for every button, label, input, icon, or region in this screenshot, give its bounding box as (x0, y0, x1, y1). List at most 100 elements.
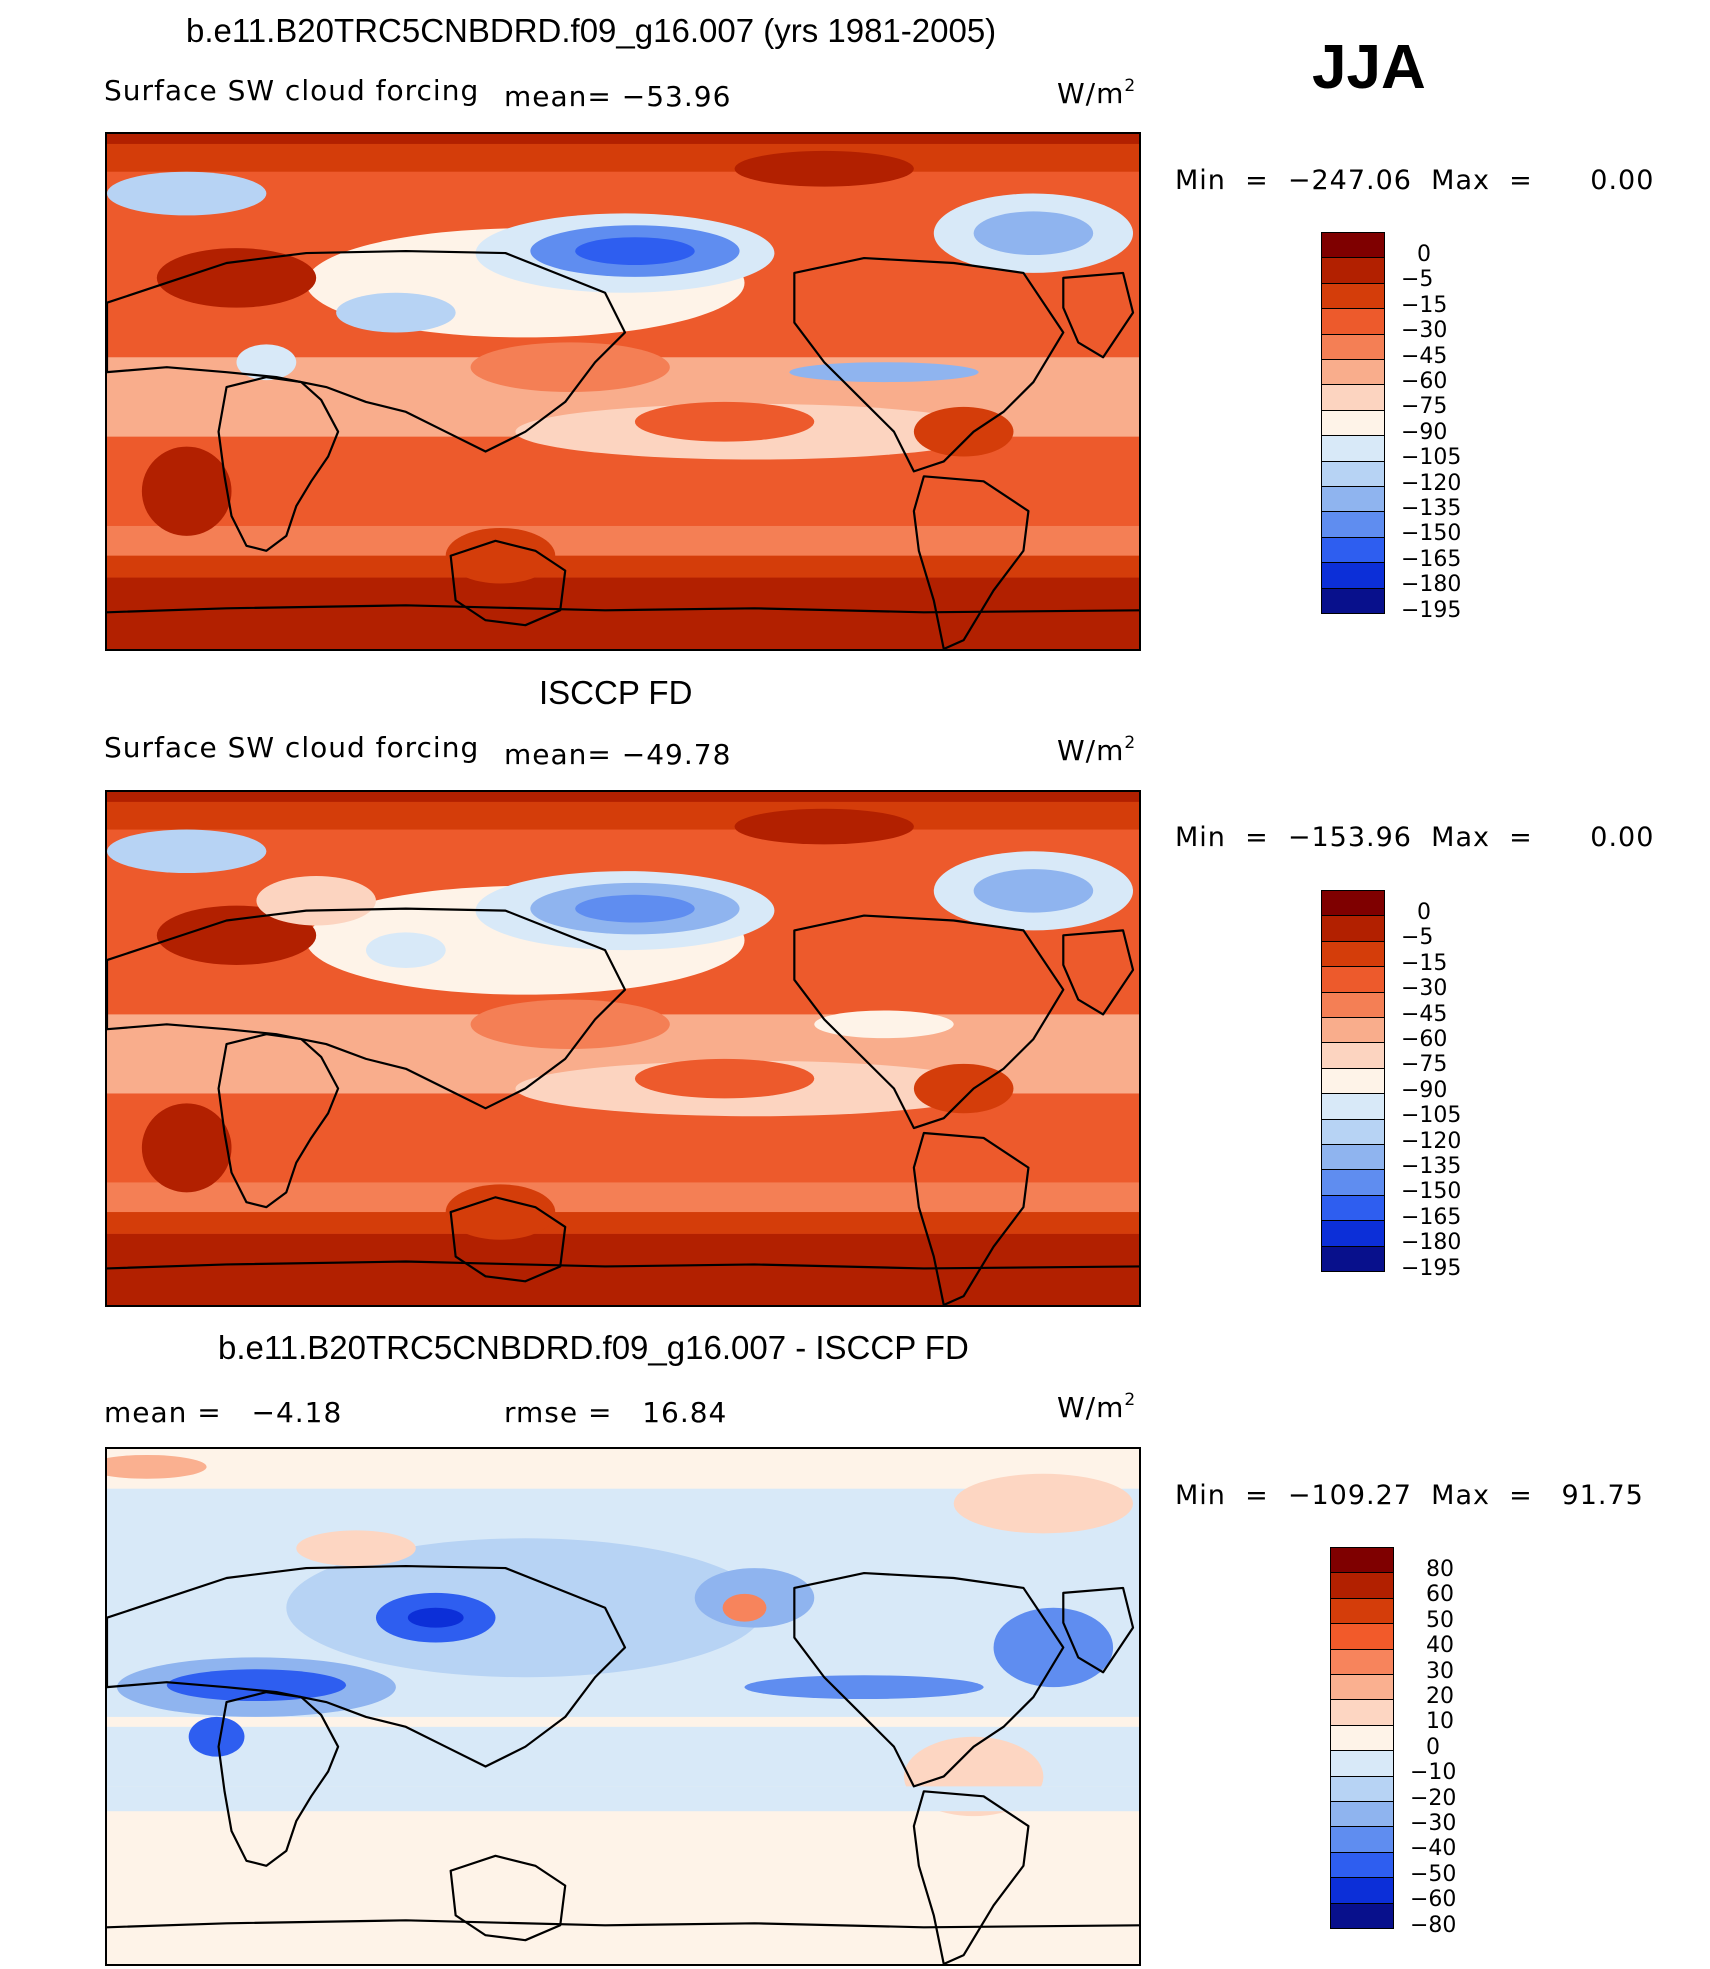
colorbar-label: −195 (1401, 597, 1462, 623)
contour-region (993, 1607, 1114, 1688)
contour-region (734, 808, 914, 845)
colorbar-box (1321, 460, 1385, 488)
panel-2-variable-label: Surface SW cloud forcing (104, 731, 480, 764)
colorbar-label: −75 (1401, 1052, 1448, 1078)
colorbar-box (1321, 232, 1385, 259)
contour-region (188, 1716, 245, 1757)
colorbar-label: −5 (1401, 267, 1434, 293)
colorbar-box (1321, 1144, 1385, 1171)
colorbar-box (1330, 1775, 1394, 1803)
colorbar-box (1321, 1093, 1385, 1121)
contour-region (107, 1182, 1139, 1213)
contour-region (789, 362, 979, 383)
contour-region (107, 577, 1139, 649)
panel-3-map (105, 1447, 1141, 1966)
colorbar-label: −15 (1401, 292, 1448, 318)
panel-2-units: W/m2 (1057, 733, 1137, 767)
colorbar-label: −20 (1410, 1785, 1457, 1811)
panel-3-rmse-label: rmse = (504, 1396, 613, 1429)
colorbar-box (1330, 1902, 1394, 1930)
colorbar-label: 50 (1426, 1607, 1454, 1633)
coastline (107, 907, 627, 1110)
colorbar-box (1321, 1169, 1385, 1197)
coastline (793, 914, 1065, 1130)
colorbar-box (1330, 1572, 1394, 1600)
coastline (793, 1571, 1065, 1788)
colorbar-label: 40 (1426, 1633, 1454, 1659)
colorbar-box (1330, 1648, 1394, 1676)
colorbar-box (1321, 966, 1385, 994)
colorbar-label: −60 (1401, 1027, 1448, 1052)
colorbar-label: −150 (1401, 521, 1462, 547)
contour-region (953, 1473, 1134, 1534)
coastline (217, 376, 340, 552)
colorbar-label: 10 (1426, 1709, 1454, 1735)
coastline (107, 1919, 1139, 1929)
panel-2-mean-value: −49.78 (621, 738, 732, 771)
coastline (912, 1790, 1030, 1964)
colorbar-box (1321, 257, 1385, 285)
coastline (912, 1131, 1030, 1305)
map-svg (107, 1449, 1139, 1964)
colorbar-label: −180 (1401, 1230, 1462, 1256)
colorbar-label: −80 (1410, 1912, 1457, 1938)
colorbar-label: 80 (1426, 1557, 1454, 1582)
colorbar-box (1321, 1118, 1385, 1146)
colorbar-label: −45 (1401, 1001, 1448, 1027)
colorbar-label: −10 (1410, 1760, 1457, 1786)
colorbar-label: −60 (1401, 369, 1448, 394)
panel-3-mean-value: −4.18 (251, 1396, 343, 1429)
contour-region (107, 555, 1139, 578)
colorbar-label: −40 (1410, 1836, 1457, 1862)
contour-region (814, 1010, 954, 1039)
panel-3-rmse: rmse = 16.84 (504, 1396, 727, 1429)
colorbar-box (1330, 1826, 1394, 1854)
panel-3-title: b.e11.B20TRC5CNBDRD.f09_g16.007 - ISCCP … (218, 1329, 969, 1366)
contour-region (156, 905, 317, 965)
colorbar-label: −165 (1401, 1204, 1462, 1230)
contour-region (973, 869, 1094, 913)
contour-region (913, 1063, 1014, 1114)
colorbar-label: 30 (1426, 1658, 1454, 1684)
colorbar-label: −90 (1401, 1077, 1448, 1103)
panel-2-title: ISCCP FD (539, 674, 693, 711)
panel-1-mean-label: mean= (504, 80, 612, 113)
colorbar-box (1321, 333, 1385, 361)
panel-3-rmse-value: 16.84 (642, 1396, 728, 1429)
colorbar-label: −135 (1401, 1154, 1462, 1179)
panel-2-minmax: Min = −153.96 Max = 0.00 (1175, 822, 1655, 853)
panel-1-minmax: Min = −247.06 Max = 0.00 (1175, 165, 1655, 196)
colorbar-label: 0 (1426, 1734, 1440, 1760)
contour-region (107, 134, 1139, 144)
contour-region (107, 1212, 1139, 1234)
colorbar-box (1321, 1194, 1385, 1222)
colorbar-box (1330, 1851, 1394, 1879)
colorbar-box (1330, 1724, 1394, 1752)
colorbar-label: −165 (1401, 546, 1462, 572)
contour-region (107, 1454, 207, 1479)
contour-region (913, 406, 1014, 457)
coastline (107, 1260, 1139, 1270)
colorbar-label: −90 (1401, 419, 1448, 445)
contour-region (286, 1538, 765, 1678)
panel-1-title: b.e11.B20TRC5CNBDRD.f09_g16.007 (yrs 198… (186, 12, 997, 49)
colorbar-label: −50 (1410, 1861, 1457, 1887)
colorbar-label: −135 (1401, 496, 1462, 521)
contour-region (575, 237, 695, 265)
contour-region (973, 211, 1094, 256)
colorbar-label: −30 (1401, 318, 1448, 344)
colorbar-label: 0 (1417, 900, 1431, 925)
coastline (217, 1691, 340, 1867)
contour-region (722, 1593, 767, 1622)
contour-region (236, 344, 297, 381)
colorbar-label: −5 (1401, 925, 1434, 951)
colorbar-box (1321, 435, 1385, 463)
contour-region (634, 1058, 815, 1099)
panel-3-mean: mean = −4.18 (104, 1396, 342, 1429)
colorbar-label: −105 (1401, 445, 1462, 471)
contour-region (634, 401, 815, 442)
colorbar-label: −195 (1401, 1255, 1462, 1281)
colorbar-box (1321, 940, 1385, 968)
contour-region (107, 829, 267, 874)
panel-1-mean: mean= −53.96 (504, 80, 731, 113)
